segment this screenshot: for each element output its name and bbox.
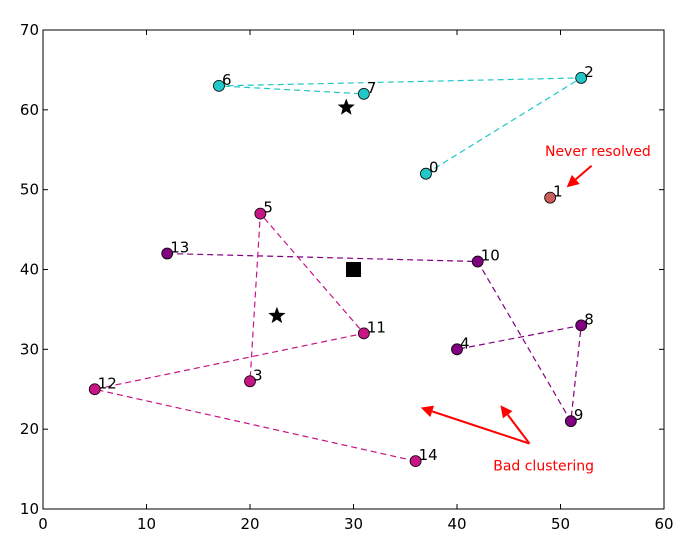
never-resolved-text: Never resolved [545,144,651,160]
point-7 [357,87,370,100]
x-tick-label-40: 40 [447,515,466,533]
point-label-4: 4 [460,334,470,352]
point-8 [575,319,588,332]
point-label-1: 1 [553,183,563,201]
point-3 [244,375,256,388]
point-10 [471,255,484,268]
star-cyan-centroid [337,98,355,115]
point-9 [564,415,577,428]
point-14 [409,455,422,468]
bad-clustering-arrow-0-shaft [431,410,530,445]
y-tick-label-30: 30 [20,340,39,358]
point-label-12: 12 [98,374,117,392]
point-label-10: 10 [481,247,500,265]
point-label-5: 5 [263,199,273,217]
x-tick-label-60: 60 [654,515,673,533]
bad-clustering-arrow-1-head [500,405,513,419]
data-points [88,72,588,468]
annotations: Never resolved Bad clustering [420,144,651,475]
point-label-6: 6 [222,71,232,89]
x-tick-label-10: 10 [137,515,156,533]
centroid-markers [268,98,361,324]
never-resolved-arrow-0-head [566,174,580,188]
never-resolved-arrow-0-shaft [575,164,593,181]
bad-clustering-text: Bad clustering [493,459,594,475]
x-tick-label-30: 30 [344,515,363,533]
point-6 [213,79,225,92]
star-lower-centroid [268,306,286,324]
bad-clustering-arrow-1-shaft [506,414,531,445]
x-tick-label-50: 50 [551,515,570,533]
x-tick-label-20: 20 [240,515,259,533]
point-label-3: 3 [253,366,263,384]
point-label-11: 11 [367,318,386,336]
y-tick-label-40: 40 [20,261,39,279]
y-tick-label-10: 10 [20,500,39,518]
point-2 [575,72,588,84]
point-label-14: 14 [419,446,438,464]
square-centroid [346,262,361,277]
y-tick-label-60: 60 [20,101,39,119]
y-tick-label-70: 70 [20,21,39,39]
x-tick-label-0: 0 [38,515,48,533]
point-5 [254,207,267,220]
point-1 [544,191,557,204]
point-label-8: 8 [584,310,594,328]
point-label-13: 13 [170,239,189,257]
point-4 [451,343,463,356]
point-label-0: 0 [429,159,439,177]
point-label-2: 2 [584,63,594,81]
point-0 [420,167,432,180]
bad-clustering-arrow-0-head [420,405,435,418]
y-tick-label-20: 20 [20,420,39,438]
path-cyan-cluster [218,77,584,175]
point-13 [161,247,174,260]
point-label-9: 9 [574,406,584,424]
point-12 [88,383,101,396]
point-11 [357,327,370,340]
point-label-7: 7 [367,79,377,97]
y-tick-label-50: 50 [20,181,39,199]
